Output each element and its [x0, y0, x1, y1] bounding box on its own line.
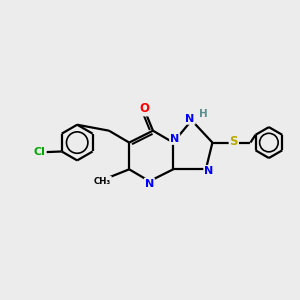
Text: O: O — [139, 103, 149, 116]
Text: N: N — [145, 178, 154, 189]
Text: N: N — [204, 166, 214, 176]
Text: CH₃: CH₃ — [94, 177, 111, 186]
Text: Cl: Cl — [34, 147, 46, 157]
Text: S: S — [230, 135, 238, 148]
Text: N: N — [170, 134, 179, 144]
Text: N: N — [185, 114, 195, 124]
Text: H: H — [199, 109, 207, 119]
